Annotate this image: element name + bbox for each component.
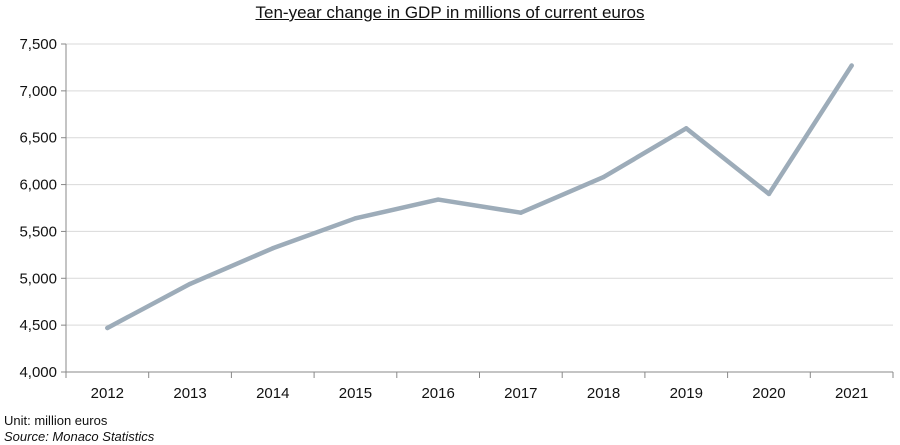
y-tick-label: 6,000: [19, 177, 57, 194]
data-point: [684, 126, 689, 131]
data-point: [435, 197, 441, 202]
x-tick-label: 2012: [91, 385, 124, 402]
y-tick-label: 5,500: [19, 223, 57, 240]
x-tick-label: 2013: [173, 385, 206, 402]
x-tick-label: 2014: [256, 385, 289, 402]
x-tick-label: 2021: [835, 385, 868, 402]
data-point: [601, 174, 606, 180]
data-point: [766, 191, 772, 197]
source-note: Source: Monaco Statistics: [4, 429, 155, 444]
x-tick-label: 2019: [670, 385, 703, 402]
y-tick-label: 6,500: [19, 130, 57, 147]
x-tick-label: 2017: [504, 385, 537, 402]
data-point: [270, 246, 275, 251]
x-tick-label: 2018: [587, 385, 620, 402]
x-tick-label: 2015: [339, 385, 372, 402]
data-point: [105, 325, 110, 331]
y-tick-label: 4,500: [19, 317, 57, 334]
y-tick-label: 5,000: [19, 270, 57, 287]
x-tick-label: 2020: [752, 385, 785, 402]
chart-title: Ten-year change in GDP in millions of cu…: [255, 3, 645, 22]
x-tick-label: 2016: [421, 385, 454, 402]
y-tick-label: 7,000: [19, 83, 57, 100]
unit-note: Unit: million euros: [4, 413, 108, 428]
series-line: [105, 63, 854, 331]
data-point: [518, 210, 524, 215]
y-tick-label: 7,500: [19, 36, 57, 53]
data-point: [849, 63, 854, 68]
data-point: [187, 281, 193, 287]
data-point: [353, 216, 358, 221]
y-tick-label: 4,000: [19, 364, 57, 381]
